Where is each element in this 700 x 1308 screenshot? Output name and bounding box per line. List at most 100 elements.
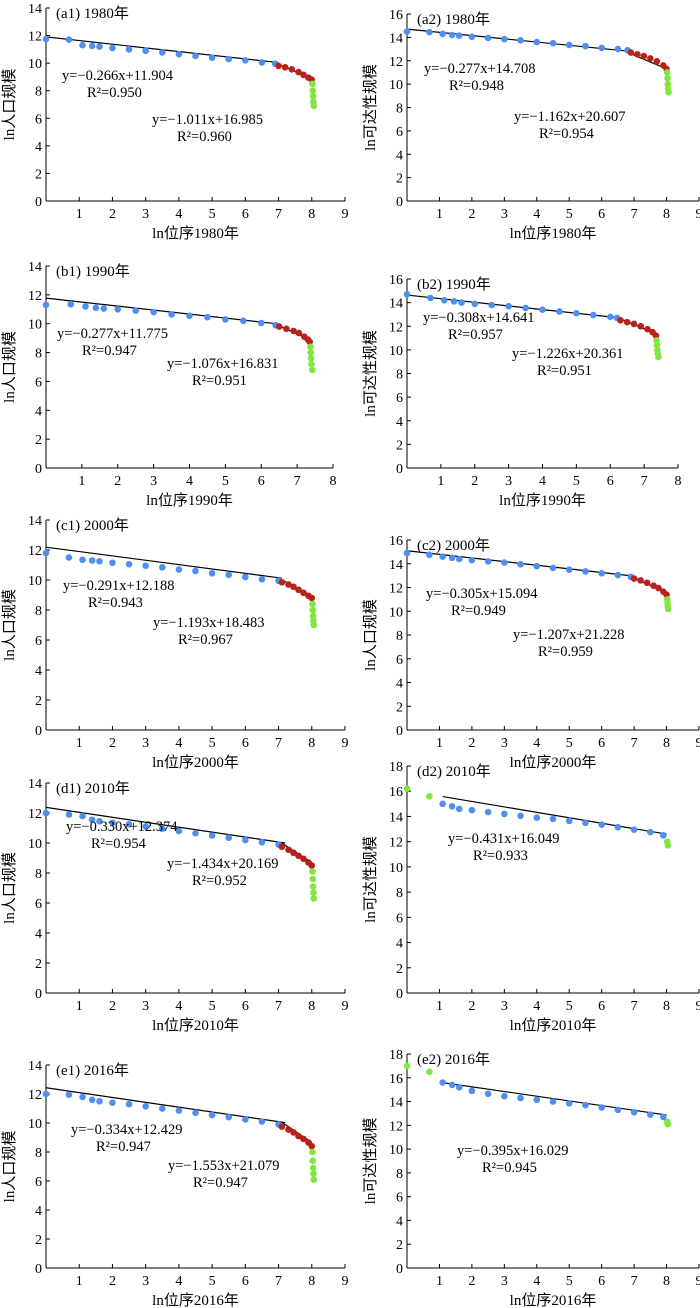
y-tick-label: 2 xyxy=(35,1233,42,1248)
y-tick-label: 16 xyxy=(389,785,403,800)
data-point xyxy=(614,45,622,53)
x-tick-label: 3 xyxy=(142,207,149,222)
data-point xyxy=(309,868,316,875)
data-point xyxy=(192,567,199,575)
data-point xyxy=(308,1142,316,1150)
data-point xyxy=(630,320,638,328)
fit-equation: y=−0.277x+14.708 xyxy=(424,61,536,77)
y-tick-label: 6 xyxy=(396,125,403,140)
data-point xyxy=(450,298,458,305)
fit-equation: y=−1.076x+16.831 xyxy=(167,356,279,372)
fit-line xyxy=(281,842,313,864)
data-point xyxy=(285,1126,292,1133)
data-point xyxy=(285,846,292,854)
y-tick-label: 8 xyxy=(35,604,42,619)
data-point xyxy=(310,1176,318,1183)
data-point xyxy=(565,566,573,573)
x-tick-label: 1 xyxy=(436,999,443,1014)
y-tick-label: 18 xyxy=(389,760,403,775)
x-tick-label: 8 xyxy=(308,736,315,751)
x-tick-label: 9 xyxy=(696,736,700,751)
data-point xyxy=(403,1062,411,1070)
data-point xyxy=(88,816,96,824)
x-tick-label: 1 xyxy=(436,207,443,222)
data-point xyxy=(310,895,318,902)
y-tick-label: 14 xyxy=(28,2,42,17)
data-point xyxy=(310,1170,317,1178)
fit-equation: y=−0.266x+11.904 xyxy=(62,68,174,84)
data-point xyxy=(281,63,289,71)
data-point xyxy=(582,42,589,50)
x-tick-label: 7 xyxy=(275,736,282,751)
y-tick-label: 2 xyxy=(396,700,403,715)
fit-r-squared: R²=0.951 xyxy=(192,373,247,389)
x-tick-label: 1 xyxy=(76,207,83,222)
data-point xyxy=(114,305,122,313)
data-point xyxy=(278,843,286,851)
x-tick-label: 2 xyxy=(468,736,475,751)
fit-equation: y=−0.395x+16.029 xyxy=(457,1143,569,1159)
data-point xyxy=(290,849,297,857)
y-tick-label: 10 xyxy=(28,837,42,852)
x-tick-label: 9 xyxy=(342,207,349,222)
x-tick-label: 1 xyxy=(78,474,85,489)
y-tick-label: 4 xyxy=(396,677,403,692)
data-point xyxy=(403,28,411,35)
y-tick-label: 14 xyxy=(389,1096,403,1111)
data-point xyxy=(582,819,589,827)
x-tick-label: 4 xyxy=(175,1274,182,1289)
chart-title: (d1) 2010年 xyxy=(56,780,130,797)
data-point xyxy=(242,573,249,581)
data-point xyxy=(488,301,495,309)
data-point xyxy=(309,1164,317,1172)
fit-r-squared: R²=0.954 xyxy=(91,836,147,852)
x-tick-label: 1 xyxy=(76,736,83,751)
data-point xyxy=(455,555,463,563)
data-point xyxy=(426,28,433,36)
y-axis-title: ln人口规模 xyxy=(1,1131,18,1203)
data-point xyxy=(309,92,317,100)
y-axis-title: ln人口规模 xyxy=(1,69,18,141)
x-tick-label: 5 xyxy=(209,1274,216,1289)
y-tick-label: 14 xyxy=(389,810,403,825)
y-tick-label: 10 xyxy=(28,318,42,333)
data-point xyxy=(647,55,654,62)
x-tick-label: 8 xyxy=(308,1274,315,1289)
data-point xyxy=(539,306,546,314)
fit-equation: y=−1.553x+21.079 xyxy=(168,1158,280,1174)
fit-r-squared: R²=0.949 xyxy=(451,603,506,619)
data-point xyxy=(300,1135,307,1143)
data-point xyxy=(582,568,589,575)
y-tick-label: 12 xyxy=(389,320,403,335)
data-point xyxy=(257,319,265,327)
x-tick-label: 5 xyxy=(566,736,573,751)
data-point xyxy=(225,55,233,63)
y-tick-label: 10 xyxy=(389,344,403,359)
data-point xyxy=(403,291,411,298)
x-tick-label: 3 xyxy=(150,474,157,489)
data-point xyxy=(468,556,476,564)
data-point xyxy=(88,557,96,564)
data-point xyxy=(300,855,307,863)
x-tick-label: 3 xyxy=(142,736,149,751)
chart-title: (a2) 1980年 xyxy=(417,11,490,28)
x-tick-label: 7 xyxy=(631,1274,638,1289)
data-point xyxy=(598,1104,605,1111)
x-tick-label: 9 xyxy=(696,999,700,1014)
fit-r-squared: R²=0.952 xyxy=(192,873,247,889)
data-point xyxy=(309,883,317,890)
x-tick-label: 5 xyxy=(209,207,216,222)
y-tick-label: 8 xyxy=(396,368,403,383)
y-tick-label: 10 xyxy=(28,57,42,72)
data-point xyxy=(208,1111,216,1119)
data-point xyxy=(96,557,103,565)
y-tick-label: 0 xyxy=(35,195,42,210)
data-point xyxy=(96,817,103,825)
x-tick-label: 7 xyxy=(275,1274,282,1289)
data-point xyxy=(142,1103,149,1110)
data-point xyxy=(42,35,50,43)
data-point xyxy=(606,313,614,321)
x-tick-label: 5 xyxy=(566,207,573,222)
data-point xyxy=(455,1083,463,1091)
x-tick-label: 9 xyxy=(342,999,349,1014)
